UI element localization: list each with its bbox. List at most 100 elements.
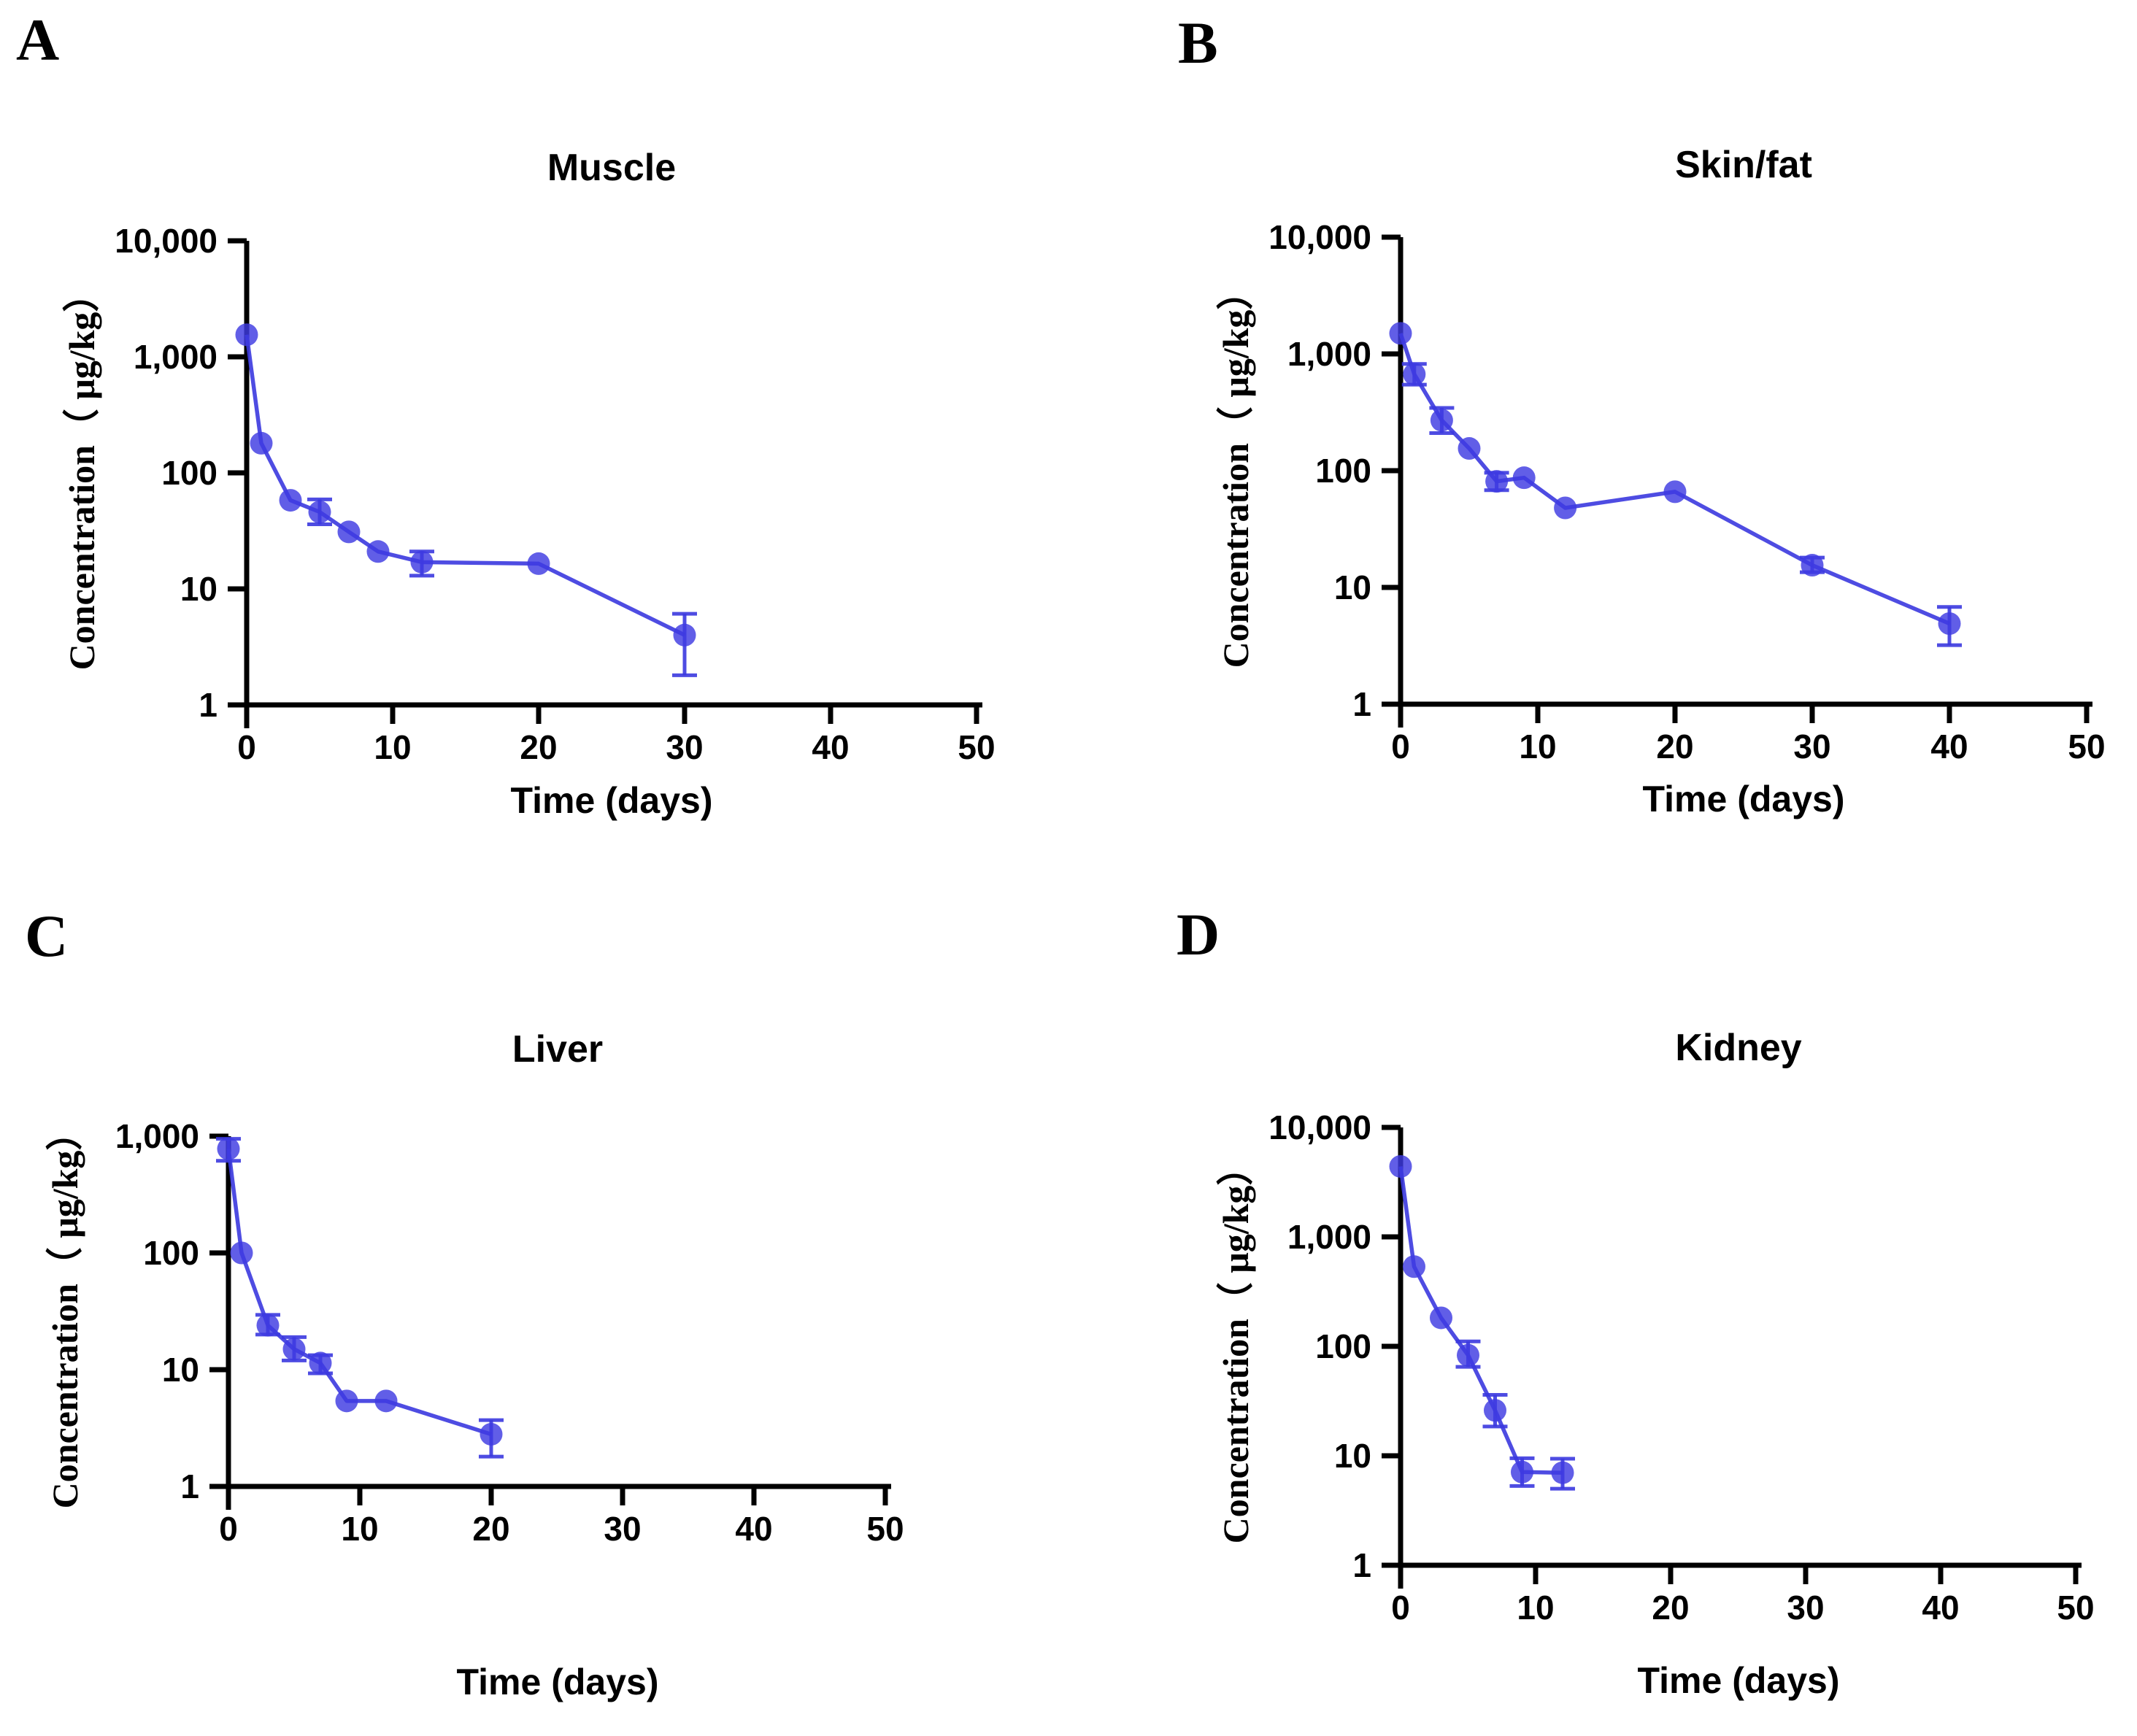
x-tick-label: 20 — [472, 1510, 509, 1548]
y-tick-label: 10 — [162, 1351, 199, 1389]
data-point — [410, 550, 434, 574]
data-point — [673, 623, 696, 647]
panel-letter: D — [1177, 901, 1220, 968]
y-tick-label: 1 — [180, 1467, 199, 1505]
chart-canvas-muscle: 10,000 1,000 100 10 10 10 20 30 40 50 — [115, 222, 995, 766]
y-tick-label: 1,000 — [115, 1117, 199, 1155]
data-point — [1663, 480, 1687, 504]
panel-liver: C Liver Concentration（ μg/kg） Time (days… — [0, 868, 1068, 1736]
data-point — [1551, 1461, 1574, 1484]
x-tick-label: 10 — [1519, 728, 1556, 765]
y-tick-label: 1 — [1352, 1546, 1371, 1584]
x-axis-title: Time (days) — [510, 780, 713, 821]
x-tick-label: 0 — [1391, 1589, 1410, 1627]
x-tick-label: 30 — [666, 728, 703, 766]
chart-title: Muscle — [547, 147, 677, 189]
y-tick-label: 100 — [1315, 452, 1371, 490]
data-point — [1403, 1255, 1425, 1278]
x-tick-label: 10 — [374, 728, 411, 766]
y-tick-label: 1,000 — [134, 338, 217, 376]
data-point — [335, 1389, 358, 1413]
x-axis-title: Time (days) — [456, 1662, 659, 1702]
data-point — [1403, 363, 1426, 386]
chart-title: Kidney — [1675, 1027, 1802, 1069]
panel-kidney: D Kidney Concentration（ μg/kg） Time (day… — [1068, 868, 2137, 1736]
x-tick-label: 10 — [341, 1510, 378, 1548]
panel-muscle: A Muscle Concentration（ μg/kg） Time (day… — [0, 0, 1068, 868]
data-point — [1458, 437, 1481, 460]
data-line — [1398, 1166, 1563, 1475]
x-tick-label: 30 — [604, 1510, 641, 1548]
y-tick-label: 100 — [1315, 1327, 1371, 1365]
y-tick-label: 100 — [143, 1234, 199, 1272]
x-tick-label: 30 — [1793, 728, 1830, 765]
y-tick-label: 1 — [1352, 685, 1371, 723]
x-tick-label: 20 — [520, 728, 557, 766]
data-point — [282, 1338, 306, 1361]
x-tick-label: 40 — [735, 1510, 772, 1548]
x-tick-label: 40 — [812, 728, 849, 766]
data-point — [1430, 1306, 1452, 1330]
data-point — [1389, 1154, 1412, 1178]
data-point — [527, 552, 550, 575]
y-tick-label: 10,000 — [1268, 218, 1371, 256]
x-tick-label: 40 — [1922, 1589, 1959, 1627]
data-point — [1485, 470, 1509, 493]
y-tick-label: 100 — [161, 454, 217, 492]
data-point — [230, 1241, 253, 1265]
data-point — [1511, 1460, 1533, 1484]
x-tick-label: 30 — [1787, 1589, 1824, 1627]
data-line — [226, 1148, 492, 1437]
data-point — [1801, 554, 1824, 577]
x-tick-label: 0 — [1391, 728, 1410, 765]
data-point — [1512, 466, 1536, 490]
data-point — [1457, 1343, 1479, 1367]
data-point — [1554, 496, 1577, 520]
data-point — [366, 540, 390, 563]
data-point — [1938, 612, 1961, 636]
panel-letter: B — [1178, 9, 1218, 76]
chart-canvas-liver: 1,000 100 10 10 10 20 30 40 50 — [115, 1117, 904, 1548]
x-tick-label: 50 — [866, 1510, 904, 1548]
x-tick-label: 0 — [237, 728, 256, 766]
data-point — [374, 1389, 398, 1413]
data-point — [309, 1351, 332, 1375]
data-point — [217, 1137, 240, 1160]
x-tick-label: 20 — [1652, 1589, 1689, 1627]
data-point — [235, 323, 258, 347]
y-tick-label: 10 — [180, 570, 217, 608]
data-point — [308, 501, 331, 524]
data-point — [1484, 1399, 1506, 1422]
panel-letter: A — [16, 7, 60, 73]
x-tick-label: 0 — [219, 1510, 238, 1548]
y-tick-label: 1,000 — [1287, 335, 1371, 373]
chart-title: Skin/fat — [1675, 144, 1812, 186]
chart-canvas-kidney: 10,000 1,000 100 10 10 10 20 30 40 50 — [1268, 1108, 2094, 1627]
data-point — [337, 520, 361, 544]
panel-skinfat: B Skin/fat Concentration（ μg/kg） Time (d… — [1068, 0, 2137, 868]
y-tick-label: 10 — [1334, 568, 1371, 606]
x-tick-label: 10 — [1517, 1589, 1554, 1627]
chart-canvas-skinfat: 10,000 1,000 100 10 10 10 20 30 40 50 — [1268, 218, 2105, 765]
x-tick-label: 50 — [2068, 728, 2105, 765]
y-tick-label: 1 — [199, 686, 217, 724]
data-line — [1398, 332, 1951, 626]
data-point — [1430, 409, 1453, 432]
x-tick-label: 50 — [958, 728, 995, 766]
panel-letter: C — [25, 903, 69, 969]
y-tick-label: 1,000 — [1287, 1218, 1371, 1256]
chart-title: Liver — [512, 1028, 604, 1070]
y-tick-label: 10,000 — [115, 222, 217, 260]
data-point — [250, 431, 273, 455]
x-tick-label: 20 — [1656, 728, 1693, 765]
data-point — [279, 489, 302, 512]
x-axis-title: Time (days) — [1642, 779, 1845, 819]
y-tick-label: 10,000 — [1268, 1108, 1371, 1146]
data-point — [256, 1313, 280, 1337]
data-point — [480, 1422, 503, 1446]
data-line — [244, 334, 686, 637]
x-axis-title: Time (days) — [1637, 1660, 1840, 1701]
x-tick-label: 40 — [1930, 728, 1968, 765]
y-tick-label: 10 — [1334, 1437, 1371, 1475]
x-tick-label: 50 — [2057, 1589, 2094, 1627]
